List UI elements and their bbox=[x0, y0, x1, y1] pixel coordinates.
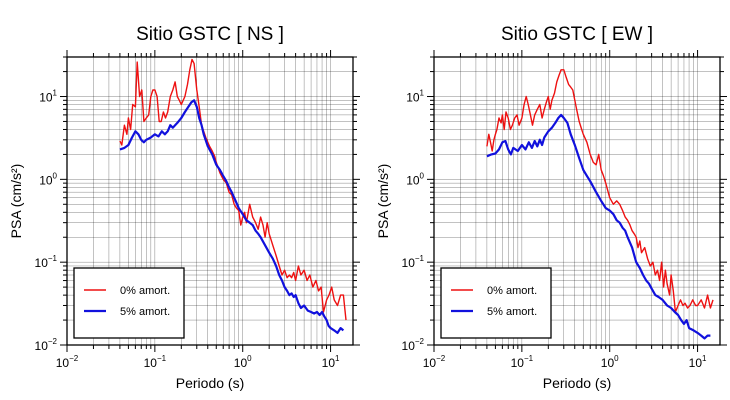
y-tick-label: 101 bbox=[39, 89, 57, 105]
plot-frame bbox=[433, 56, 721, 346]
chart-title: Sitio GSTC [ NS ] bbox=[136, 24, 284, 45]
tick-marks bbox=[60, 50, 360, 352]
y-tick-label: 101 bbox=[406, 89, 424, 105]
x-tick-label: 10−1 bbox=[511, 354, 534, 370]
x-tick-label: 101 bbox=[689, 354, 707, 370]
legend-label-1: 5% amort. bbox=[487, 306, 537, 318]
chart-panel-ew: 10−2 10−1 100 101 10−2 10−1 100 101 Sitio GSTC [… bbox=[375, 24, 727, 391]
y-tick-label: 10−1 bbox=[35, 254, 58, 270]
legend-box bbox=[440, 267, 552, 339]
x-tick-label: 10−2 bbox=[56, 354, 79, 370]
legend-box bbox=[73, 267, 185, 339]
series-line-0 bbox=[486, 69, 714, 313]
x-tick-label: 101 bbox=[322, 354, 340, 370]
x-axis-label: Periodo (s) bbox=[543, 375, 611, 391]
series-line-0 bbox=[119, 58, 347, 321]
y-tick-label: 10−2 bbox=[35, 337, 58, 353]
y-tick-label: 10−2 bbox=[402, 337, 425, 353]
y-axis-label: PSA (cm/s²) bbox=[8, 164, 24, 239]
chart-title: Sitio GSTC [ EW ] bbox=[501, 24, 653, 45]
plot-frame bbox=[66, 56, 354, 346]
x-axis-label: Periodo (s) bbox=[176, 375, 244, 391]
y-tick-label: 100 bbox=[39, 171, 57, 187]
series-line-1 bbox=[486, 113, 711, 340]
y-axis-label: PSA (cm/s²) bbox=[375, 164, 391, 239]
series-line-1 bbox=[119, 99, 345, 334]
y-tick-label: 100 bbox=[406, 171, 424, 187]
legend: 0% amort. 5% amort. bbox=[73, 267, 185, 339]
x-tick-label: 10−2 bbox=[423, 354, 446, 370]
x-tick-label: 100 bbox=[601, 354, 619, 370]
legend: 0% amort. 5% amort. bbox=[440, 267, 552, 339]
y-tick-label: 10−1 bbox=[402, 254, 425, 270]
x-tick-label: 100 bbox=[234, 354, 252, 370]
legend-label-0: 0% amort. bbox=[487, 285, 537, 297]
legend-label-0: 0% amort. bbox=[120, 285, 170, 297]
chart-panel-ns: 10−2 10−1 100 101 10−2 10−1 100 101 Sitio GSTC [… bbox=[8, 24, 360, 391]
x-tick-label: 10−1 bbox=[144, 354, 167, 370]
legend-label-1: 5% amort. bbox=[120, 306, 170, 318]
tick-marks bbox=[427, 50, 727, 352]
